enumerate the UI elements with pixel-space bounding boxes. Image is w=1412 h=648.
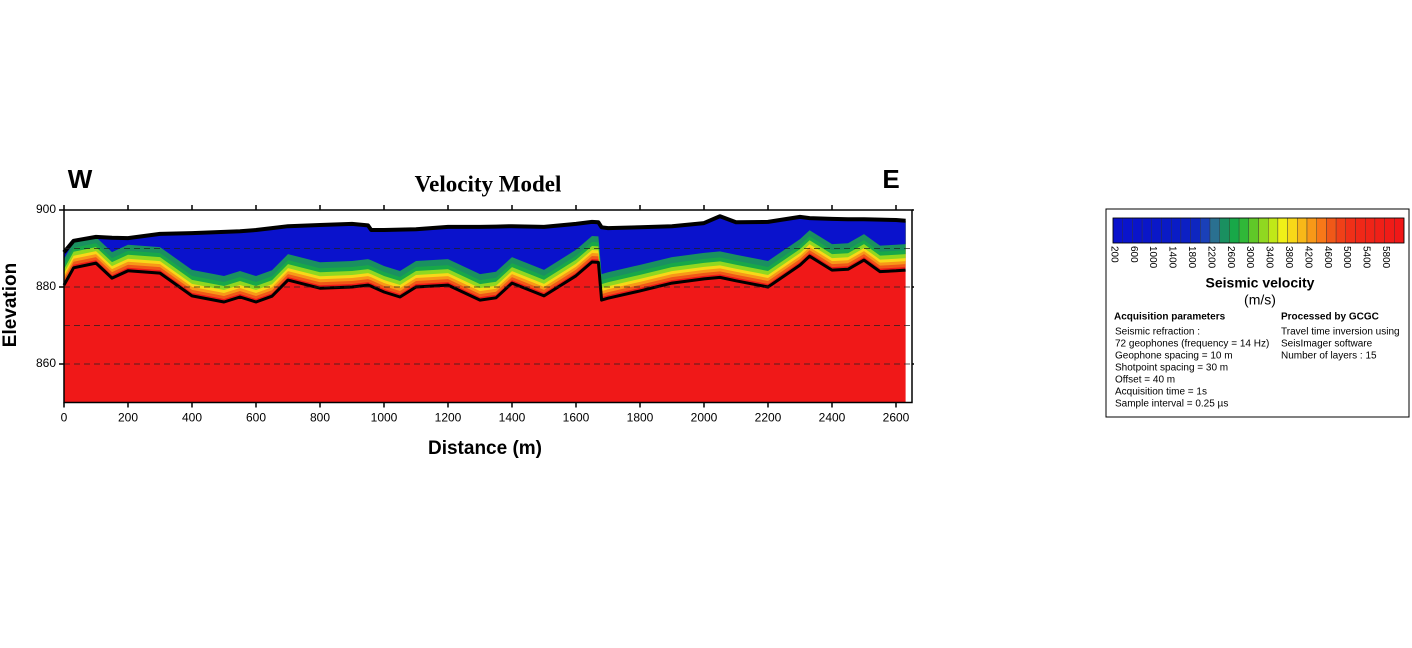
notes-line: Number of layers : 15 — [1281, 351, 1377, 362]
colorbar-cell — [1219, 217, 1230, 244]
colorbar-cell — [1122, 217, 1133, 244]
colorbar-cell — [1141, 217, 1152, 244]
colorbar-tick-label: 600 — [1128, 246, 1139, 263]
colorbar-tick-label: 1400 — [1167, 246, 1178, 269]
colorbar-cell — [1384, 217, 1395, 244]
x-tick-label: 1000 — [371, 411, 398, 425]
colorbar-tick-label: 5000 — [1341, 246, 1352, 269]
x-tick-label: 0 — [61, 411, 68, 425]
y-tick-label: 880 — [36, 279, 56, 293]
colorbar-cell — [1229, 217, 1240, 244]
notes-line: Geophone spacing = 10 m — [1115, 351, 1233, 362]
colorbar-tick-label: 2600 — [1225, 246, 1236, 269]
velocity-band — [64, 216, 906, 276]
colorbar-cell — [1151, 217, 1162, 244]
plot: 0 200 400 600 800 1000 1200 1400 1600 1800 2000 220… — [36, 202, 914, 425]
colorbar-cell — [1267, 217, 1279, 244]
colorbar-frame — [1112, 217, 1405, 244]
colorbar-cell — [1355, 217, 1366, 244]
colorbar-tick-label: 4600 — [1322, 246, 1333, 269]
colorbar-cell — [1200, 217, 1211, 244]
colorbar-tick-label: 3000 — [1244, 246, 1255, 269]
colorbar-cell — [1277, 217, 1288, 244]
colorbar-cell — [1112, 217, 1123, 244]
x-tick-label: 1600 — [563, 411, 590, 425]
colorbar-cell — [1345, 217, 1356, 244]
notes-line: Travel time inversion using — [1281, 327, 1400, 338]
colorbar-cell — [1335, 217, 1346, 244]
colorbar-unit: (m/s) — [1244, 292, 1276, 308]
x-tick-label: 2200 — [755, 411, 782, 425]
colorbar-tick-label: 3800 — [1283, 246, 1294, 269]
colorbar-tick-label: 5400 — [1361, 246, 1372, 269]
x-tick-label: 600 — [246, 411, 266, 425]
legend: 200 600 1000 1400 1800 2200 2600 3000 3400 3800 42… — [1108, 217, 1405, 410]
colorbar-cell — [1326, 217, 1337, 244]
notes-line: Sample interval = 0.25 µs — [1115, 399, 1228, 410]
colorbar-cell — [1238, 217, 1249, 244]
colorbar-cell — [1170, 217, 1182, 244]
colorbar-tick-label: 1800 — [1186, 246, 1197, 269]
colorbar-cell — [1374, 217, 1385, 244]
colorbar-cell — [1364, 217, 1376, 244]
x-tick-label: 400 — [182, 411, 202, 425]
colorbar-cell — [1316, 217, 1327, 244]
colorbar-label: Seismic velocity — [1206, 275, 1315, 291]
notes-line: SeisImager software — [1281, 339, 1373, 350]
colorbar-cell — [1297, 217, 1308, 244]
notes-line: Shotpoint spacing = 30 m — [1115, 363, 1228, 374]
x-tick-label: 2600 — [883, 411, 910, 425]
notes-line: 72 geophones (frequency = 14 Hz) — [1115, 339, 1269, 350]
x-axis-label: Distance (m) — [428, 438, 542, 459]
colorbar-cell — [1132, 217, 1143, 244]
colorbar-cell — [1287, 217, 1298, 244]
west-label: W — [68, 164, 93, 194]
boundary-line — [62, 254, 906, 304]
x-tick-label: 800 — [310, 411, 330, 425]
y-tick-label: 860 — [36, 356, 56, 370]
colorbar-tick-label: 3400 — [1264, 246, 1275, 269]
x-tick-label: 200 — [118, 411, 138, 425]
east-label: E — [882, 164, 899, 194]
colorbar-tick-label: 200 — [1108, 246, 1119, 263]
legend-box — [1105, 208, 1410, 418]
x-tick-label: 1200 — [435, 411, 462, 425]
y-tick-label: 900 — [36, 202, 56, 216]
y-axis-label: Elevation — [0, 263, 21, 347]
colorbar-cell — [1161, 217, 1172, 244]
colorbar-cell — [1306, 217, 1317, 244]
notes-heading: Acquisition parameters — [1114, 312, 1226, 323]
plot-frame — [63, 209, 913, 404]
colorbar-tick-label: 2200 — [1205, 246, 1216, 269]
colorbar-tick-label: 1000 — [1147, 246, 1158, 269]
x-tick-label: 2000 — [691, 411, 718, 425]
colorbar-cell — [1248, 217, 1259, 244]
notes-line: Seismic refraction : — [1115, 327, 1200, 338]
colorbar-tick-label: 5800 — [1380, 246, 1391, 269]
colorbar-cell — [1209, 217, 1220, 244]
x-tick-label: 1400 — [499, 411, 526, 425]
colorbar-cell — [1180, 217, 1191, 244]
x-tick-label: 1800 — [627, 411, 654, 425]
colorbar-cell — [1394, 217, 1405, 244]
chart-title: Velocity Model — [415, 171, 562, 196]
notes-line: Offset = 40 m — [1115, 375, 1175, 386]
x-tick-label: 2400 — [819, 411, 846, 425]
colorbar-cell — [1190, 217, 1201, 244]
notes-heading: Processed by GCGC — [1281, 312, 1379, 323]
colorbar-cell — [1258, 217, 1269, 244]
colorbar-tick-label: 4200 — [1302, 246, 1313, 269]
boundary-line — [62, 214, 906, 254]
notes-line: Acquisition time = 1s — [1115, 387, 1207, 398]
